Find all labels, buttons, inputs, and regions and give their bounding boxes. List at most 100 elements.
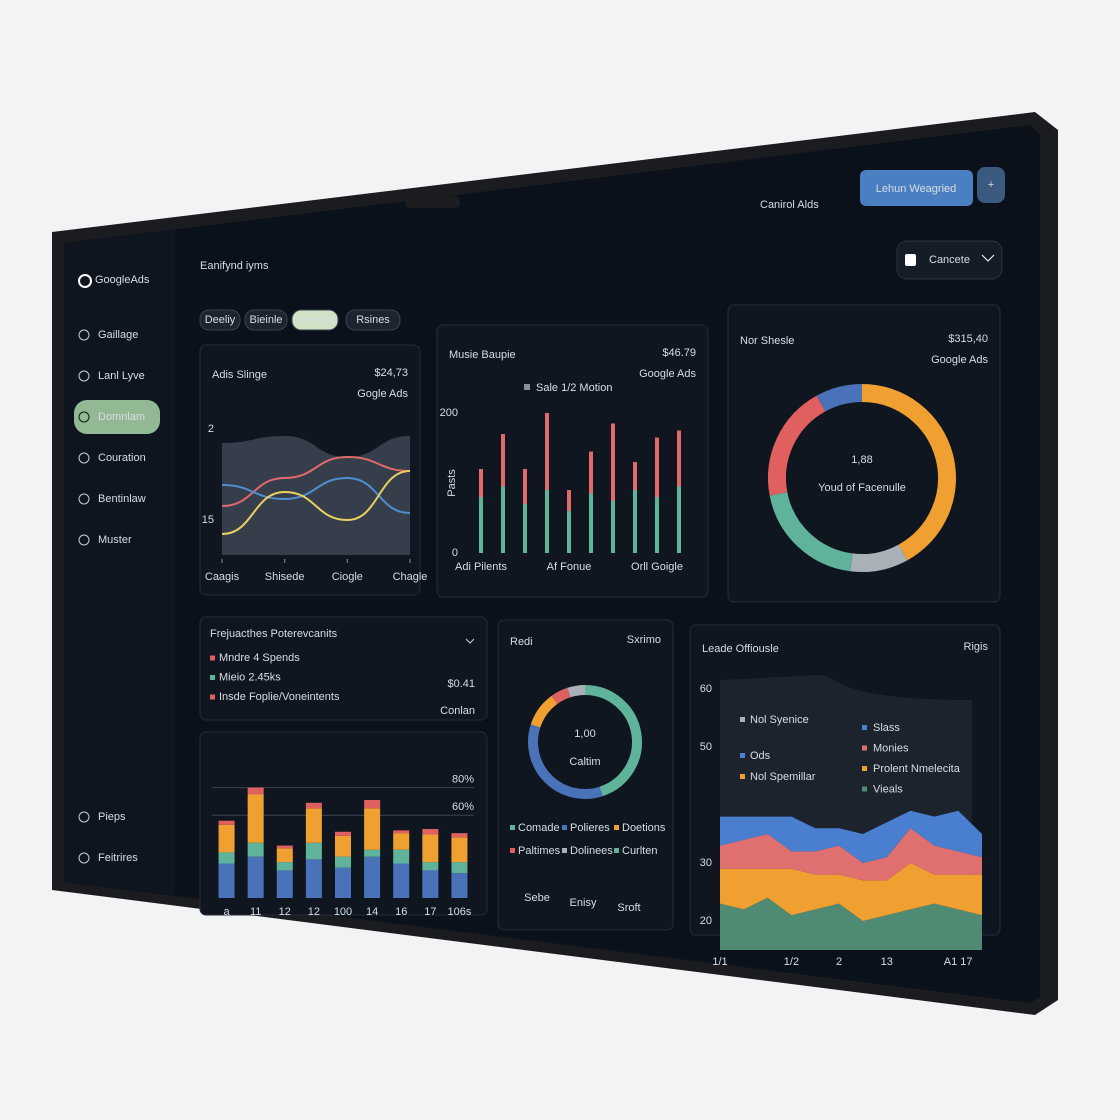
- legend-swatch: [862, 786, 867, 792]
- donut-segment: [584, 685, 642, 797]
- bar-segment: [422, 834, 439, 863]
- filter-pill[interactable]: [345, 309, 401, 331]
- x-tick-label: Ciogle: [332, 571, 363, 583]
- nav-item[interactable]: Domnlam: [98, 411, 145, 423]
- nav-icon: [78, 411, 90, 423]
- line: [221, 476, 411, 514]
- bar-segment: [276, 862, 293, 871]
- bar-segment: [305, 808, 322, 843]
- nav-item[interactable]: Pieps: [98, 811, 126, 823]
- bar-segment: [545, 413, 549, 490]
- y-tick-label: 60%: [452, 801, 474, 813]
- bar-segment: [334, 867, 352, 898]
- y-tick-label: 60: [700, 683, 712, 695]
- x-tick-label: 1/2: [784, 956, 799, 968]
- chart-title: Musie Baupie: [449, 349, 516, 361]
- x-tick-label: 1/1: [712, 956, 727, 968]
- summary-item: Mieio 2.45ks: [219, 671, 281, 683]
- donut-segment: [551, 687, 571, 705]
- x-tick-label: 13: [881, 956, 893, 968]
- nav-item[interactable]: Gaillage: [98, 329, 138, 341]
- bar-segment: [393, 830, 410, 834]
- bar-segment: [545, 490, 549, 553]
- chart-headline: Rigis: [964, 641, 989, 653]
- bar-segment: [393, 833, 410, 850]
- chart-headline: Sxrimo: [627, 634, 661, 646]
- x-tick-label: 14: [366, 906, 378, 918]
- legend-label: Nol Syenice: [750, 714, 809, 726]
- legend-swatch: [862, 725, 867, 730]
- donut-segment: [861, 384, 956, 561]
- bar-segment: [589, 493, 593, 553]
- dropdown-caret: [981, 254, 995, 262]
- nav-item[interactable]: Bentinlaw: [98, 493, 146, 505]
- x-tick-label: Caagis: [205, 571, 240, 583]
- add-button[interactable]: [977, 167, 1005, 203]
- filter-pill[interactable]: [244, 309, 288, 331]
- primary-button[interactable]: [860, 170, 973, 206]
- nav-item[interactable]: Feitrires: [98, 852, 138, 864]
- footer-label: Sebe: [524, 892, 550, 904]
- filter-label: Rsines: [356, 314, 390, 326]
- x-tick-label: 17: [424, 906, 436, 918]
- legend-label: Sale 1/2 Motion: [536, 382, 612, 394]
- bar-segment: [276, 848, 293, 863]
- donut-segment: [816, 384, 863, 412]
- chart-title: Leade Offiousle: [702, 643, 779, 655]
- dropdown[interactable]: [896, 240, 1003, 280]
- y-tick-label: 2: [208, 423, 214, 435]
- chart-headline: $24,73: [374, 367, 408, 379]
- brand-icon: [78, 274, 92, 288]
- legend-swatch: [562, 825, 567, 830]
- legend-label: Polieres: [570, 822, 610, 834]
- summary-caret: [465, 638, 475, 644]
- area-band: [720, 863, 982, 921]
- legend-swatch: [614, 825, 619, 830]
- chart-headline-label: Google Ads: [639, 368, 696, 380]
- x-tick-label: Adi Pilents: [455, 561, 507, 573]
- bar-segment: [655, 497, 659, 553]
- bar-segment: [305, 859, 322, 898]
- bar-segment: [334, 831, 352, 836]
- bar-segment: [393, 863, 410, 898]
- donut-segment: [769, 491, 853, 572]
- nav-icon: [78, 852, 90, 864]
- bar-segment: [305, 842, 322, 860]
- y-tick-label: 30: [700, 857, 712, 869]
- legend-label: Doetions: [622, 822, 666, 834]
- area-band: [720, 897, 982, 950]
- bar-segment: [364, 808, 381, 850]
- legend-label: Dolinees: [570, 845, 613, 857]
- chart-title: Adis Slinge: [212, 369, 267, 381]
- filter-pill[interactable]: [291, 309, 339, 331]
- bar-segment: [567, 511, 571, 553]
- x-tick-label: 100: [334, 906, 352, 918]
- account: Canirol Alds: [760, 199, 819, 211]
- bar-segment: [655, 437, 659, 497]
- x-tick-label: 12: [279, 906, 291, 918]
- legend-label: Vieals: [873, 783, 903, 795]
- y-tick-label: 20: [700, 915, 712, 927]
- bar-segment: [218, 824, 235, 853]
- donut-segment: [567, 685, 586, 698]
- nav-item[interactable]: Muster: [98, 534, 132, 546]
- filter-label: Bieinle: [249, 314, 282, 326]
- legend-swatch: [614, 848, 619, 853]
- bar-segment: [451, 833, 468, 838]
- bar-segment: [589, 451, 593, 494]
- bar-segment: [393, 849, 410, 864]
- summary-value: $0.41: [447, 678, 475, 690]
- bar-segment: [422, 870, 439, 898]
- summary-bullet: [210, 655, 215, 661]
- x-tick-label: 2: [836, 956, 842, 968]
- bar-segment: [501, 486, 505, 553]
- chart-headline: $46.79: [662, 347, 696, 359]
- filter-pill[interactable]: [199, 309, 241, 331]
- sidebar: [64, 230, 175, 895]
- nav-item[interactable]: Couration: [98, 452, 146, 464]
- x-tick-label: Chagle: [393, 571, 428, 583]
- nav-item[interactable]: Lanl Lyve: [98, 370, 145, 382]
- summary-title: Frejuacthes Poterevcanits: [210, 628, 338, 640]
- bar-segment: [247, 787, 264, 795]
- y-axis-label: Pasts: [446, 469, 458, 497]
